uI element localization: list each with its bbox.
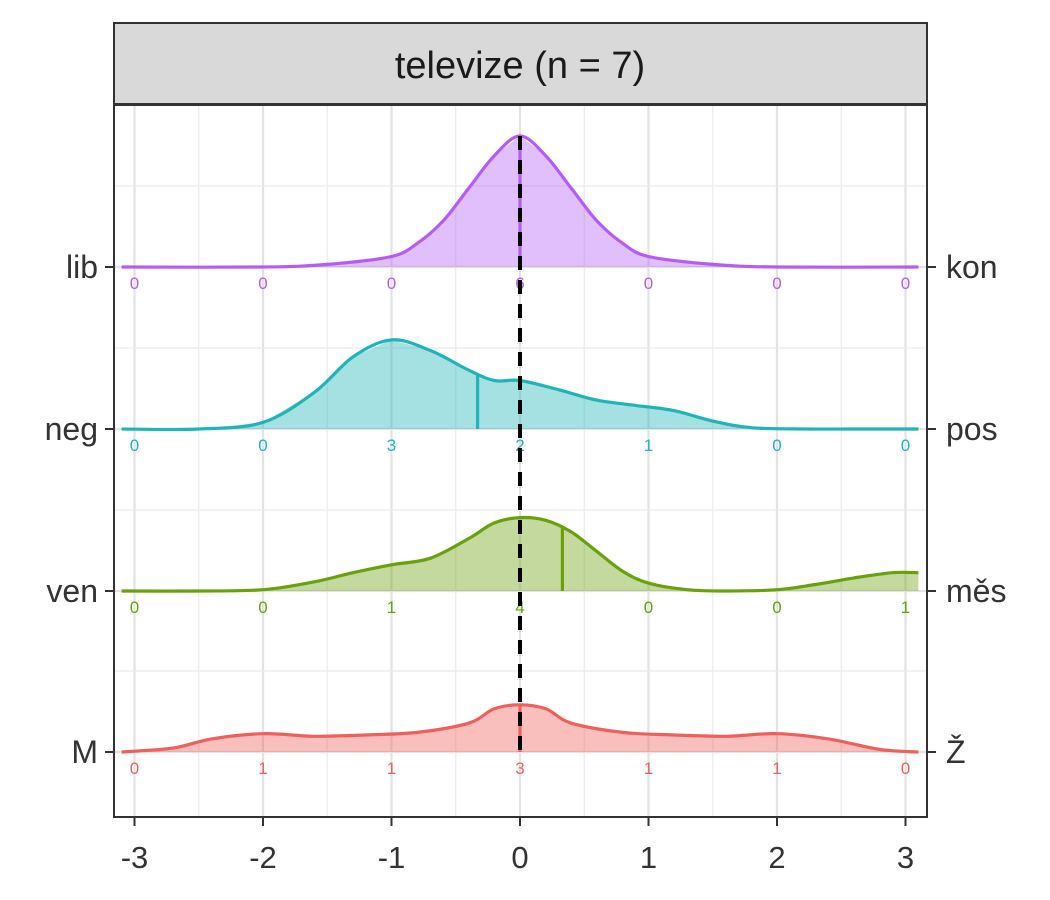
left-label-neg: neg bbox=[45, 411, 98, 447]
count-label: 0 bbox=[772, 598, 781, 617]
x-tick-label: 0 bbox=[511, 840, 528, 875]
left-label-ven: ven bbox=[46, 573, 98, 609]
count-label: 0 bbox=[644, 274, 653, 293]
count-label: 0 bbox=[258, 436, 267, 455]
count-label: 2 bbox=[515, 436, 524, 455]
left-label-lib: lib bbox=[66, 249, 98, 285]
count-labels: 0006000003210000140010113110 bbox=[130, 274, 910, 778]
count-label: 0 bbox=[901, 436, 910, 455]
right-label: pos bbox=[946, 411, 998, 447]
x-tick-label: 2 bbox=[768, 840, 785, 875]
count-label: 1 bbox=[387, 759, 396, 778]
axes: -3 -2 -1 0 1 2 3 lib kon neg pos ven měs M Ž bbox=[45, 249, 1007, 875]
x-tick-label: -2 bbox=[249, 840, 277, 875]
count-label: 1 bbox=[387, 598, 396, 617]
right-label: kon bbox=[946, 249, 998, 285]
left-label-M: M bbox=[71, 734, 98, 770]
count-label: 0 bbox=[130, 436, 139, 455]
right-label: měs bbox=[946, 573, 1006, 609]
count-label: 0 bbox=[901, 759, 910, 778]
count-label: 0 bbox=[258, 274, 267, 293]
count-label: 0 bbox=[258, 598, 267, 617]
count-label: 0 bbox=[387, 274, 396, 293]
x-tick-label: -3 bbox=[121, 840, 149, 875]
count-label: 0 bbox=[901, 274, 910, 293]
right-label: Ž bbox=[946, 734, 966, 770]
count-label: 1 bbox=[901, 598, 910, 617]
count-label: 0 bbox=[772, 436, 781, 455]
count-label: 0 bbox=[644, 598, 653, 617]
count-label: 0 bbox=[130, 759, 139, 778]
x-tick-label: 1 bbox=[640, 840, 657, 875]
count-label: 4 bbox=[515, 598, 524, 617]
panel-strip bbox=[113, 22, 928, 105]
count-label: 3 bbox=[387, 436, 396, 455]
count-label: 0 bbox=[130, 274, 139, 293]
x-tick-label: 3 bbox=[897, 840, 914, 875]
x-tick-label: -1 bbox=[378, 840, 406, 875]
count-label: 0 bbox=[772, 274, 781, 293]
ridge-line bbox=[121, 703, 919, 754]
panel-title: televize (n = 7) bbox=[395, 45, 645, 87]
count-label: 1 bbox=[644, 759, 653, 778]
count-label: 1 bbox=[772, 759, 781, 778]
count-label: 1 bbox=[258, 759, 267, 778]
count-label: 1 bbox=[644, 436, 653, 455]
ridge-line bbox=[121, 515, 919, 593]
count-label: 3 bbox=[515, 759, 524, 778]
count-label: 0 bbox=[130, 598, 139, 617]
